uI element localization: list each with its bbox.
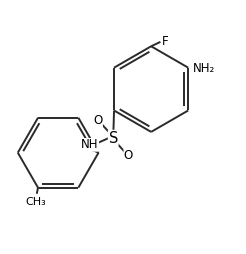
- Text: CH₃: CH₃: [25, 197, 46, 207]
- Text: O: O: [124, 149, 133, 162]
- Text: S: S: [108, 131, 118, 146]
- Text: O: O: [93, 114, 103, 127]
- Text: NH₂: NH₂: [193, 62, 215, 75]
- Text: F: F: [162, 35, 169, 48]
- Text: NH: NH: [81, 138, 99, 151]
